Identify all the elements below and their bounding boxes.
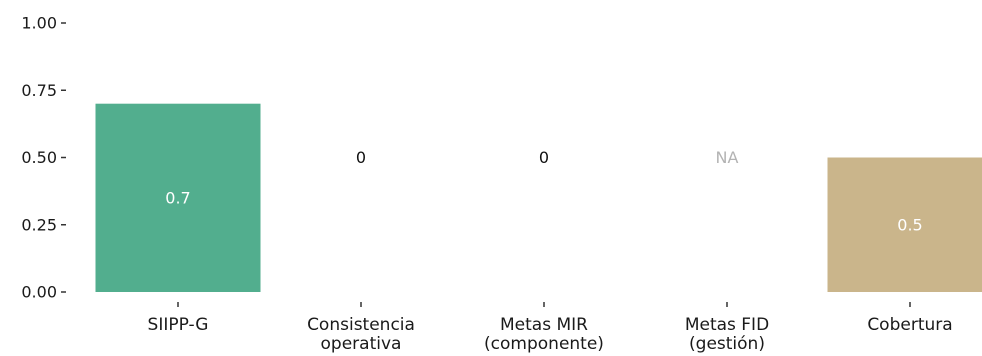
x-tick-label-line: Consistencia xyxy=(307,315,415,335)
x-tick-label: Consistencia operativa xyxy=(307,315,415,354)
data-label: NA xyxy=(716,148,739,167)
x-tick-label-line: Metas MIR xyxy=(500,315,588,335)
bar xyxy=(95,103,261,292)
data-label: 0.7 xyxy=(165,188,190,207)
x-tick-label: Metas FID (gestión) xyxy=(685,315,769,354)
y-tick-label: 1.00 xyxy=(21,14,57,33)
y-tick-label: 0.50 xyxy=(21,148,57,167)
x-tick-label: SIIPP-G xyxy=(148,315,209,335)
data-label: 0 xyxy=(539,148,549,167)
y-tick-label: 0.25 xyxy=(21,215,57,234)
x-tick-label-line: (gestión) xyxy=(689,334,765,354)
x-tick-label-line: Metas FID xyxy=(685,315,769,335)
x-tick-label: Metas MIR (componente) xyxy=(484,315,604,354)
y-tick-label: 0.00 xyxy=(21,283,57,302)
x-tick-label-line: Cobertura xyxy=(867,315,952,335)
x-tick-label: Cobertura xyxy=(867,315,952,335)
y-tick-label: 0.75 xyxy=(21,81,57,100)
data-label: 0 xyxy=(356,148,366,167)
x-tick-label-line: operativa xyxy=(321,334,402,354)
x-tick-label-line: SIIPP-G xyxy=(148,315,209,335)
x-tick-label-line: (componente) xyxy=(484,334,604,354)
data-label: 0.5 xyxy=(897,215,922,234)
bar xyxy=(827,157,982,292)
